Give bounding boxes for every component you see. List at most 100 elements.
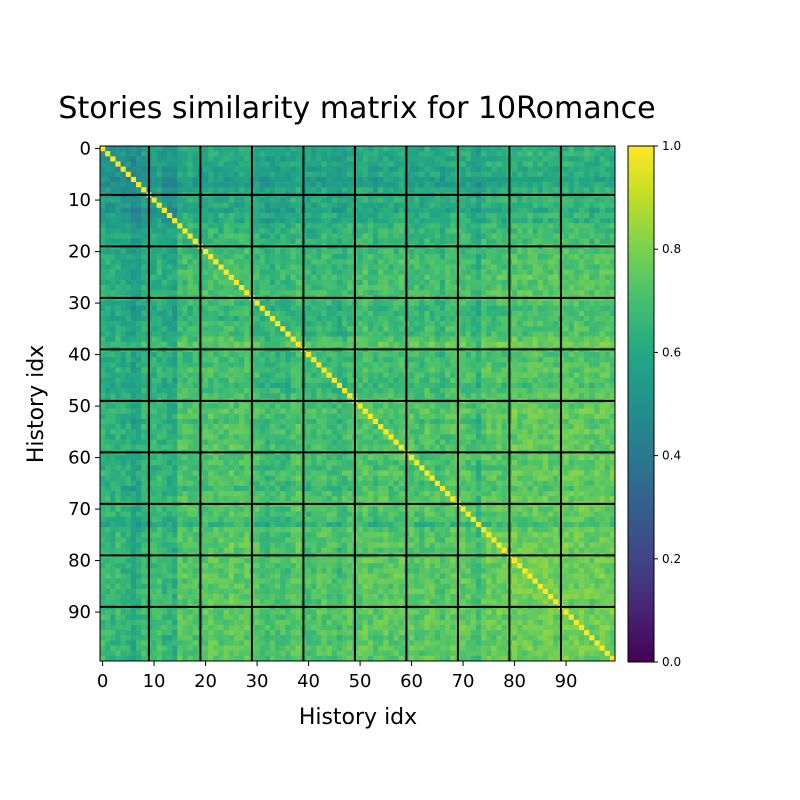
heatmap-cell	[156, 331, 163, 337]
heatmap-cell	[285, 315, 291, 322]
heatmap-cell	[393, 321, 400, 327]
heatmap-cell	[311, 146, 317, 152]
heatmap-cell	[161, 207, 168, 214]
heatmap-cell	[264, 233, 271, 240]
heatmap-cell	[512, 146, 518, 152]
heatmap-cell	[573, 310, 580, 317]
heatmap-cell	[537, 259, 544, 265]
heatmap-cell	[584, 259, 590, 265]
heatmap-cell	[342, 151, 348, 157]
heatmap-cell	[512, 388, 518, 394]
heatmap-cell	[151, 249, 157, 255]
heatmap-cell	[388, 382, 394, 389]
heatmap-cell	[316, 259, 322, 265]
heatmap-cell	[445, 393, 451, 399]
heatmap-cell	[434, 182, 441, 188]
heatmap-cell	[264, 367, 271, 373]
heatmap-cell	[311, 393, 317, 399]
heatmap-cell	[331, 249, 338, 255]
heatmap-cell	[280, 367, 286, 373]
heatmap-cell	[486, 305, 492, 312]
heatmap-cell	[326, 166, 333, 173]
heatmap-cell	[609, 161, 616, 167]
heatmap-cell	[285, 331, 291, 337]
heatmap-cell	[357, 171, 363, 178]
heatmap-cell	[501, 331, 508, 337]
heatmap-cell	[177, 212, 183, 219]
heatmap-cell	[584, 161, 590, 167]
heatmap-cell	[120, 341, 127, 348]
heatmap-cell	[409, 207, 415, 214]
heatmap-cell	[156, 382, 163, 389]
heatmap-cell	[203, 269, 209, 276]
heatmap-cell	[532, 336, 539, 343]
heatmap-cell	[239, 264, 245, 270]
heatmap-cell	[450, 171, 456, 178]
heatmap-cell	[496, 372, 503, 379]
heatmap-cell	[553, 393, 559, 399]
heatmap-cell	[537, 331, 544, 337]
heatmap-cell	[295, 238, 302, 245]
heatmap-cell	[331, 352, 338, 358]
heatmap-cell	[362, 321, 369, 327]
heatmap-cell	[311, 357, 317, 363]
heatmap-cell	[172, 285, 178, 291]
heatmap-cell	[120, 315, 127, 322]
heatmap-cell	[378, 259, 384, 265]
heatmap-cell	[434, 151, 441, 157]
heatmap-cell	[419, 290, 425, 296]
heatmap-cell	[331, 321, 338, 327]
heatmap-cell	[264, 161, 271, 167]
heatmap-cell	[115, 212, 121, 219]
heatmap-cell	[594, 161, 600, 167]
heatmap-cell	[409, 254, 415, 260]
heatmap-cell	[609, 254, 616, 260]
heatmap-cell	[486, 197, 492, 203]
heatmap-cell	[542, 264, 549, 270]
heatmap-cell	[306, 326, 312, 332]
heatmap-cell	[110, 254, 116, 260]
heatmap-cell	[311, 238, 317, 245]
heatmap-cell	[522, 146, 528, 152]
heatmap-cell	[517, 223, 523, 229]
heatmap-cell	[311, 285, 317, 291]
heatmap-cell	[203, 336, 209, 343]
heatmap-cell	[532, 187, 539, 193]
heatmap-cell	[136, 212, 142, 219]
heatmap-cell	[414, 372, 420, 379]
heatmap-cell	[295, 290, 302, 296]
heatmap-cell	[542, 166, 549, 173]
heatmap-cell	[311, 207, 317, 214]
heatmap-cell	[326, 212, 333, 219]
heatmap-cell	[347, 336, 353, 343]
heatmap-cell	[527, 377, 533, 384]
heatmap-cell	[445, 310, 451, 317]
heatmap-cell	[275, 151, 281, 157]
heatmap-cell	[584, 197, 590, 203]
heatmap-cell	[100, 238, 106, 245]
heatmap-cell	[182, 228, 188, 234]
heatmap-cell	[285, 285, 291, 291]
heatmap-cell	[228, 300, 235, 306]
heatmap-cell	[141, 202, 147, 209]
heatmap-cell	[141, 264, 147, 270]
heatmap-cell	[501, 218, 508, 224]
heatmap-cell	[388, 372, 394, 379]
heatmap-cell	[285, 305, 291, 312]
heatmap-cell	[208, 233, 214, 240]
heatmap-cell	[527, 279, 533, 286]
heatmap-cell	[187, 382, 194, 389]
heatmap-cell	[275, 377, 281, 384]
heatmap-cell	[331, 382, 338, 389]
heatmap-cell	[563, 228, 569, 234]
heatmap-cell	[604, 274, 611, 281]
heatmap-cell	[491, 254, 497, 260]
heatmap-cell	[362, 357, 369, 363]
heatmap-cell	[166, 331, 173, 337]
heatmap-cell	[213, 187, 219, 193]
heatmap-cell	[347, 233, 353, 240]
heatmap-cell	[187, 341, 194, 348]
heatmap-cell	[233, 377, 240, 384]
heatmap-cell	[470, 176, 477, 183]
heatmap-cell	[542, 331, 549, 337]
